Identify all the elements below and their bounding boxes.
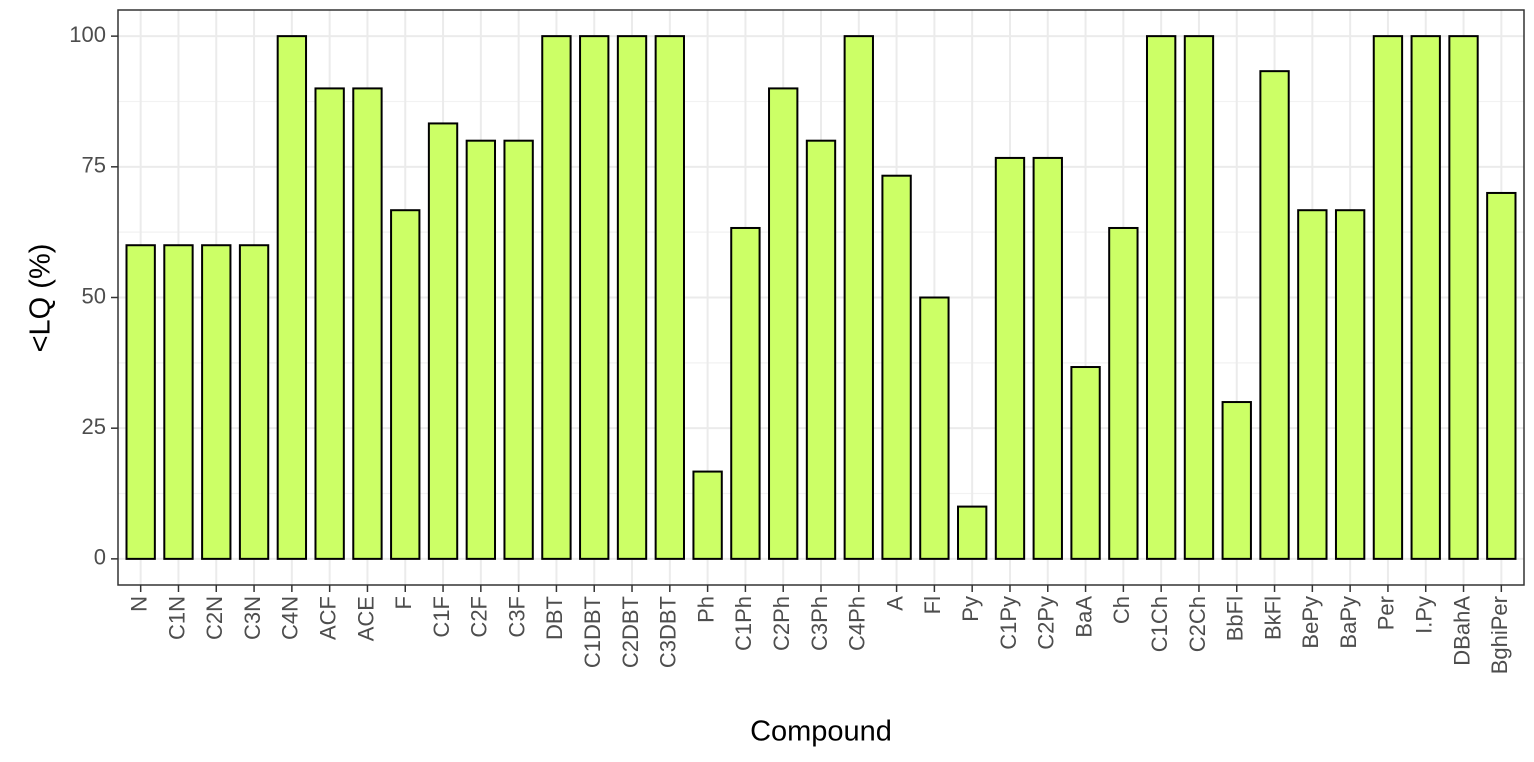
bar — [957, 505, 988, 560]
bar — [541, 35, 572, 560]
y-axis-title: <LQ (%) — [25, 244, 57, 353]
bar — [1448, 35, 1479, 560]
bar — [730, 226, 761, 560]
bar — [503, 139, 534, 560]
bar — [1070, 366, 1101, 560]
x-tick-label: BkFl — [1260, 596, 1285, 640]
bar — [805, 139, 837, 560]
bar — [843, 35, 874, 560]
bar — [1410, 35, 1441, 560]
bar — [427, 122, 459, 560]
bar — [238, 244, 270, 560]
bar — [1183, 35, 1215, 560]
x-tick-label: BaPy — [1336, 596, 1361, 649]
bar — [768, 87, 799, 560]
bar — [201, 244, 232, 560]
bar — [654, 35, 685, 560]
x-tick-label: C1Ch — [1147, 596, 1172, 652]
x-tick-label: BePy — [1298, 596, 1323, 649]
bar — [125, 244, 156, 560]
x-tick-label: C3DBT — [656, 596, 681, 668]
bar — [465, 139, 497, 560]
x-tick-label: C1F — [429, 596, 454, 638]
x-tick-label: Ph — [693, 596, 718, 623]
x-tick-label: BaA — [1071, 596, 1096, 638]
bar — [919, 296, 950, 560]
bar — [1108, 226, 1139, 560]
bar — [1145, 35, 1177, 560]
x-tick-label: BghiPer — [1487, 596, 1512, 674]
x-axis-title: Compound — [750, 716, 892, 748]
bar — [994, 156, 1026, 560]
bar — [352, 87, 383, 560]
x-tick-label: C3F — [504, 596, 529, 638]
x-tick-label: C3N — [240, 596, 265, 640]
x-tick-label: Fl — [920, 596, 945, 614]
x-tick-label: F — [391, 596, 416, 609]
x-tick-label: C2Ch — [1185, 596, 1210, 652]
x-tick-label: I.Py — [1412, 596, 1437, 634]
bar — [163, 244, 194, 560]
x-tick-label: Py — [958, 596, 983, 622]
y-tick-label: 50 — [82, 283, 106, 308]
bar — [1486, 191, 1517, 560]
x-tick-label: C1N — [164, 596, 189, 640]
x-tick-label: N — [126, 596, 151, 612]
x-tick-label: DBahA — [1449, 596, 1474, 666]
x-tick-label: ACF — [315, 596, 340, 640]
bar — [276, 35, 308, 560]
bar — [616, 35, 648, 560]
y-tick-label: 75 — [82, 153, 106, 178]
y-tick-label: 100 — [69, 22, 106, 47]
x-tick-label: C1Ph — [731, 596, 756, 651]
bar — [1032, 156, 1063, 560]
bar — [1334, 209, 1366, 560]
x-tick-label: C2F — [467, 596, 492, 638]
bar — [881, 174, 912, 560]
x-tick-label: C1Py — [996, 596, 1021, 650]
bar — [1297, 209, 1328, 560]
y-tick-label: 0 — [94, 545, 106, 570]
y-tick-label: 25 — [82, 414, 106, 439]
bar — [1259, 70, 1290, 560]
bar — [692, 470, 723, 560]
x-tick-label: C4Ph — [845, 596, 870, 651]
x-tick-label: A — [882, 596, 907, 611]
bar — [1372, 35, 1404, 560]
bar — [1221, 401, 1252, 560]
plot-border — [117, 9, 1525, 586]
bar — [579, 35, 610, 560]
x-tick-label: C2N — [202, 596, 227, 640]
bar — [390, 209, 421, 560]
x-tick-label: C2DBT — [618, 596, 643, 668]
x-tick-label: Per — [1374, 596, 1399, 630]
x-tick-label: C3Ph — [807, 596, 832, 651]
x-tick-label: ACE — [353, 596, 378, 641]
x-tick-label: C4N — [278, 596, 303, 640]
x-tick-label: Ch — [1109, 596, 1134, 624]
bar — [314, 87, 345, 560]
x-tick-label: C1DBT — [580, 596, 605, 668]
x-tick-label: DBT — [542, 596, 567, 640]
x-tick-label: C2Ph — [769, 596, 794, 651]
x-tick-label: C2Py — [1034, 596, 1059, 650]
x-tick-label: BbFl — [1223, 596, 1248, 641]
